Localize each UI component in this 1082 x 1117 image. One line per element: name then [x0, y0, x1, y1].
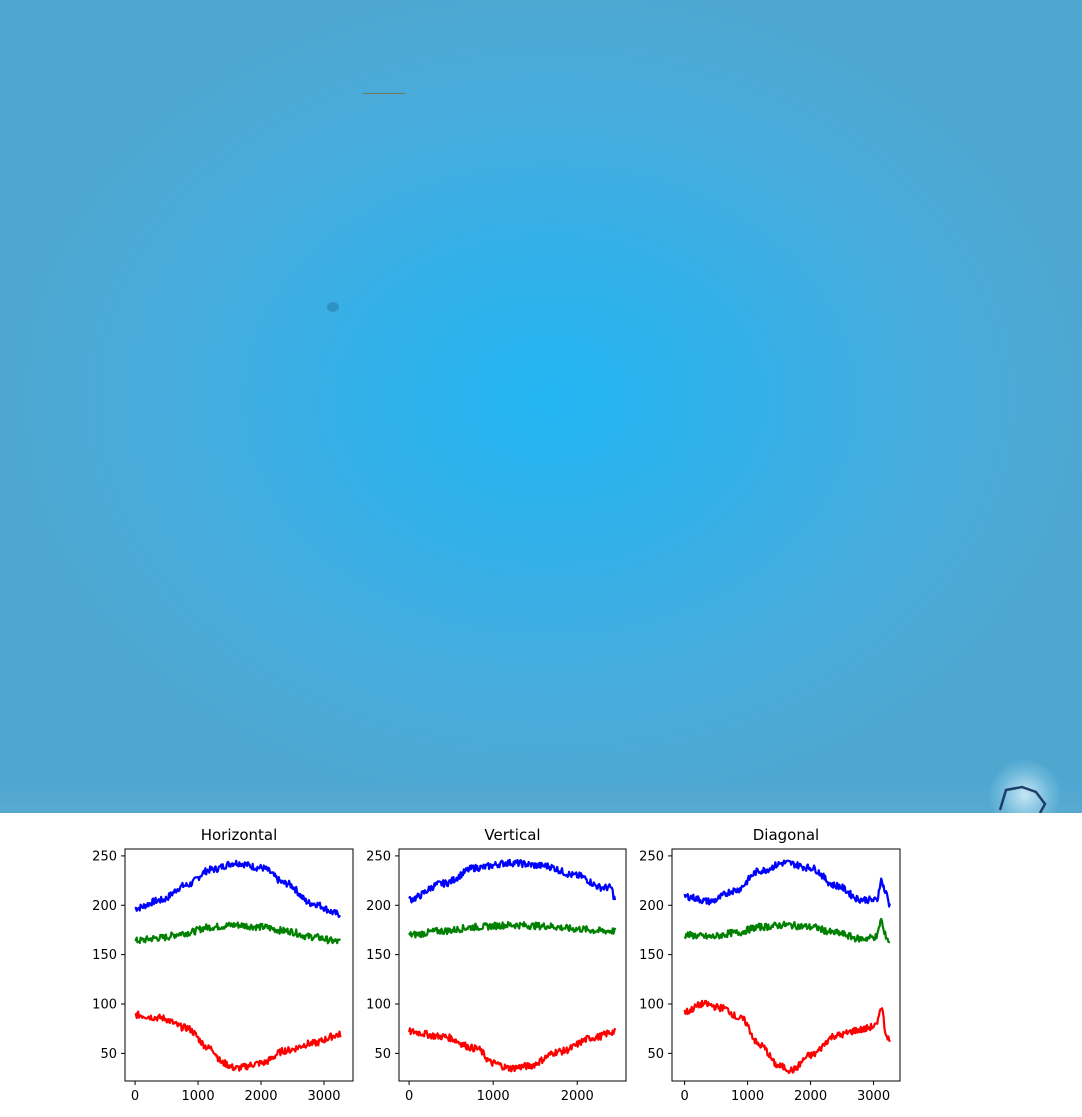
x-tick-label: 1000 — [731, 1089, 764, 1104]
chart-frame — [671, 848, 901, 1082]
chart-title: Horizontal — [201, 826, 278, 844]
y-tick-label: 50 — [374, 1047, 391, 1062]
y-tick-label: 100 — [639, 997, 664, 1012]
y-tick-label: 200 — [366, 899, 391, 914]
series-line-blue — [683, 859, 891, 908]
series-line-red — [683, 999, 891, 1075]
series-line-blue — [134, 859, 342, 918]
y-tick-label: 100 — [366, 997, 391, 1012]
y-tick-label: 50 — [100, 1047, 117, 1062]
y-tick-label: 150 — [639, 948, 664, 963]
x-tick-label: 1000 — [477, 1089, 510, 1104]
y-tick-label: 150 — [92, 948, 117, 963]
debris-outline — [998, 785, 1047, 813]
scratch-mark — [363, 93, 405, 94]
photo-bottom-band — [0, 783, 1082, 813]
x-tick-label: 0 — [131, 1089, 139, 1104]
charts-area: Horizontal 0 1000 2000 3000 50 100 150 200 250 Ver… — [0, 813, 1082, 1113]
series-line-green — [683, 917, 891, 944]
x-tick-label: 3000 — [307, 1089, 340, 1104]
photo-panel — [0, 0, 1082, 813]
series-line-blue — [408, 858, 617, 904]
y-tick-label: 200 — [639, 899, 664, 914]
chart-frame — [398, 848, 627, 1082]
x-tick-label: 0 — [405, 1089, 413, 1104]
y-tick-label: 200 — [92, 899, 117, 914]
y-tick-label: 150 — [366, 948, 391, 963]
x-tick-label: 0 — [680, 1089, 688, 1104]
y-tick-label: 50 — [647, 1047, 664, 1062]
y-tick-label: 100 — [92, 997, 117, 1012]
x-tick-label: 2000 — [794, 1089, 827, 1104]
y-tick-label: 250 — [92, 849, 117, 864]
dust-spot — [327, 302, 339, 312]
x-tick-label: 2000 — [244, 1089, 277, 1104]
y-tick-label: 250 — [639, 849, 664, 864]
series-line-green — [134, 921, 342, 945]
series-line-red — [134, 1010, 342, 1072]
chart-title: Diagonal — [753, 826, 819, 844]
chart-frame — [124, 848, 354, 1082]
x-tick-label: 1000 — [182, 1089, 215, 1104]
series-line-green — [408, 920, 617, 939]
x-tick-label: 3000 — [857, 1089, 890, 1104]
series-line-red — [408, 1027, 617, 1073]
chart-title: Vertical — [484, 826, 540, 844]
y-tick-label: 250 — [366, 849, 391, 864]
x-tick-label: 2000 — [561, 1089, 594, 1104]
